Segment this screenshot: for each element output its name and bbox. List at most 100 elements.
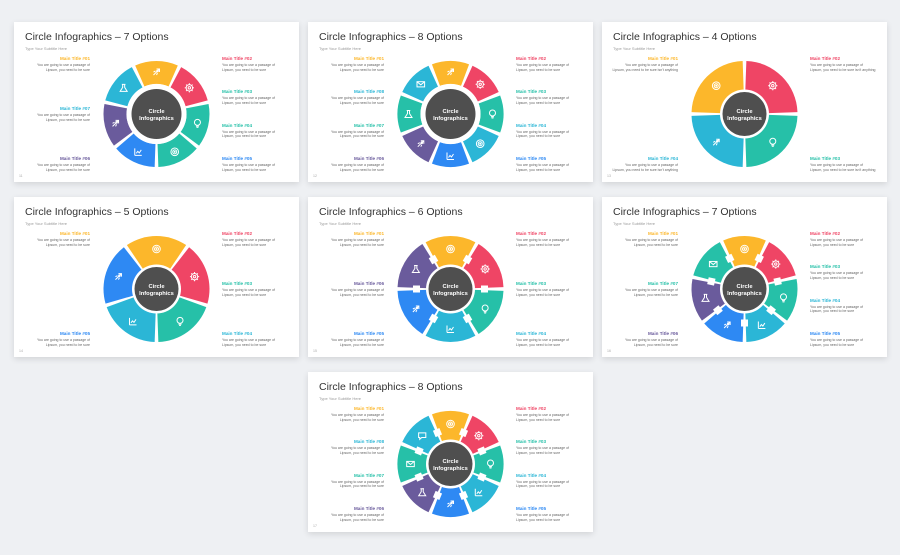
circle-segment[interactable] — [157, 133, 197, 167]
center-circle — [134, 267, 179, 311]
circle-segment[interactable] — [425, 236, 476, 289]
option-label: Main Title #04 You are going to use a pas… — [516, 473, 582, 489]
lightbulb-icon — [481, 304, 489, 314]
slide-card[interactable]: Circle Infographics – 4 Options Type Your… — [602, 22, 887, 182]
gear-icon — [189, 272, 200, 282]
slide-card[interactable]: Circle Infographics – 7 Options Type Your… — [14, 22, 299, 182]
slide-title: Circle Infographics – 5 Options — [25, 206, 169, 218]
circle-segment[interactable] — [116, 133, 156, 167]
circle-segment[interactable] — [105, 67, 143, 107]
option-title: Main Title #06 — [353, 506, 384, 511]
page-number: 15 — [313, 349, 317, 353]
option-label: Main Title #03 You are going to use a pas… — [516, 439, 582, 455]
target-icon — [446, 419, 455, 429]
option-description: You are going to use a passage of Lipsum… — [222, 163, 275, 172]
target-icon — [152, 244, 161, 254]
option-title: Main Title #05 — [516, 156, 547, 161]
segment-notch — [477, 472, 487, 482]
segment-notch — [414, 472, 424, 482]
slide-card[interactable]: Circle Infographics – 8 Options Type Your… — [308, 372, 593, 532]
option-description: You are going to use a passage of Lipsum… — [516, 513, 569, 522]
circle-segment[interactable] — [431, 411, 470, 464]
option-description: You are going to use a passage of Lipsum… — [810, 163, 876, 172]
option-title: Main Title #04 — [516, 472, 547, 478]
option-title: Main Title #07 — [353, 472, 384, 478]
flask-icon — [119, 83, 129, 92]
option-description: You are going to use a passage of Lipsum… — [331, 446, 384, 455]
option-label: Main Title #04 You are going to use a pas… — [810, 298, 876, 314]
slide-subtitle: Type Your Subtitle Here — [613, 221, 656, 226]
gear-icon — [768, 81, 778, 91]
circle-segment[interactable] — [126, 236, 187, 289]
circle-segment[interactable] — [135, 61, 178, 87]
circle-segment[interactable] — [397, 445, 451, 483]
center-label: Infographics — [433, 116, 468, 122]
option-label: Main Title #07 You are going to use a pas… — [318, 473, 384, 489]
option-label: Main Title #04 You are going to use a pas… — [516, 331, 582, 347]
center-label: Circle — [148, 284, 165, 290]
option-label: Main Title #01 You are going to use a pas… — [318, 406, 384, 422]
option-label: Main Title #07 You are going to use a pas… — [612, 281, 678, 297]
segment-notch — [707, 277, 716, 286]
option-description: You are going to use a passage of Lipsum… — [516, 446, 569, 455]
circle-segment[interactable] — [431, 464, 470, 517]
slide-card[interactable]: Circle Infographics – 8 Options Type Your… — [308, 22, 593, 182]
slide-card[interactable]: Circle Infographics – 5 Options Type Your… — [14, 197, 299, 357]
chart-icon — [446, 152, 454, 160]
segment-notch — [458, 428, 469, 438]
center-label: Infographics — [139, 116, 174, 122]
segment-notch — [414, 446, 424, 456]
segment-notch — [481, 285, 488, 293]
option-title: Main Title #04 — [222, 331, 253, 336]
option-description: You are going to use a passage of Lipsum… — [612, 163, 678, 172]
slide-subtitle: Type Your Subtitle Here — [613, 46, 656, 51]
option-title: Main Title #03 — [516, 89, 547, 95]
circle-segment[interactable] — [431, 61, 470, 86]
center-label: Infographics — [727, 116, 762, 122]
option-title: Main Title #07 — [353, 122, 384, 128]
option-title: Main Title #03 — [516, 439, 547, 445]
center-label: Circle — [736, 284, 753, 290]
option-description: You are going to use a passage of Lipsum… — [331, 479, 384, 489]
option-description: You are going to use a passage of Lipsum… — [612, 63, 678, 72]
segment-notch — [413, 285, 420, 293]
option-description: You are going to use a passage of Lipsum… — [331, 96, 384, 105]
option-title: Main Title #05 — [222, 156, 253, 161]
slide-card[interactable]: Circle Infographics – 7 Options Type Your… — [602, 197, 887, 357]
segment-notch — [458, 490, 469, 500]
page-number: 12 — [313, 174, 317, 178]
target-icon — [446, 244, 455, 254]
option-title: Main Title #04 — [222, 122, 253, 128]
option-description: You are going to use a passage of Lipsum… — [331, 163, 384, 172]
rocket-icon — [447, 500, 454, 508]
option-label: Main Title #07 You are going to use a pas… — [24, 106, 90, 122]
circle-segment[interactable] — [103, 104, 133, 146]
option-description: You are going to use a passage of Lipsum… — [810, 338, 863, 347]
circle-segment[interactable] — [723, 236, 766, 289]
slide-card[interactable]: Circle Infographics – 6 Options Type Your… — [308, 197, 593, 357]
rocket-icon — [112, 119, 120, 127]
slide-subtitle: Type Your Subtitle Here — [25, 221, 68, 226]
circle-segment[interactable] — [431, 142, 470, 167]
circle-segment[interactable] — [425, 289, 476, 342]
option-title: Main Title #05 — [353, 331, 384, 336]
circle-segment[interactable] — [478, 95, 504, 133]
segment-notch — [428, 254, 439, 265]
option-label: Main Title #03 You are going to use a pas… — [810, 264, 876, 280]
option-label: Main Title #05 You are going to use a pas… — [318, 331, 384, 347]
lightbulb-icon — [779, 293, 787, 303]
option-label: Main Title #01 You are going to use a pas… — [24, 56, 90, 72]
option-description: You are going to use a passage of Lipsum… — [625, 338, 678, 347]
center-label: Circle — [442, 459, 459, 465]
option-label: Main Title #04 You are going to use a pas… — [612, 156, 678, 172]
segment-notch — [766, 305, 777, 316]
option-description: You are going to use a passage of Lipsum… — [810, 238, 863, 247]
option-description: You are going to use a passage of Lipsum… — [625, 238, 678, 247]
option-label: Main Title #07 You are going to use a pas… — [318, 123, 384, 139]
gear-icon — [480, 264, 490, 274]
circle-segment[interactable] — [450, 445, 504, 483]
option-title: Main Title #02 — [222, 231, 253, 236]
